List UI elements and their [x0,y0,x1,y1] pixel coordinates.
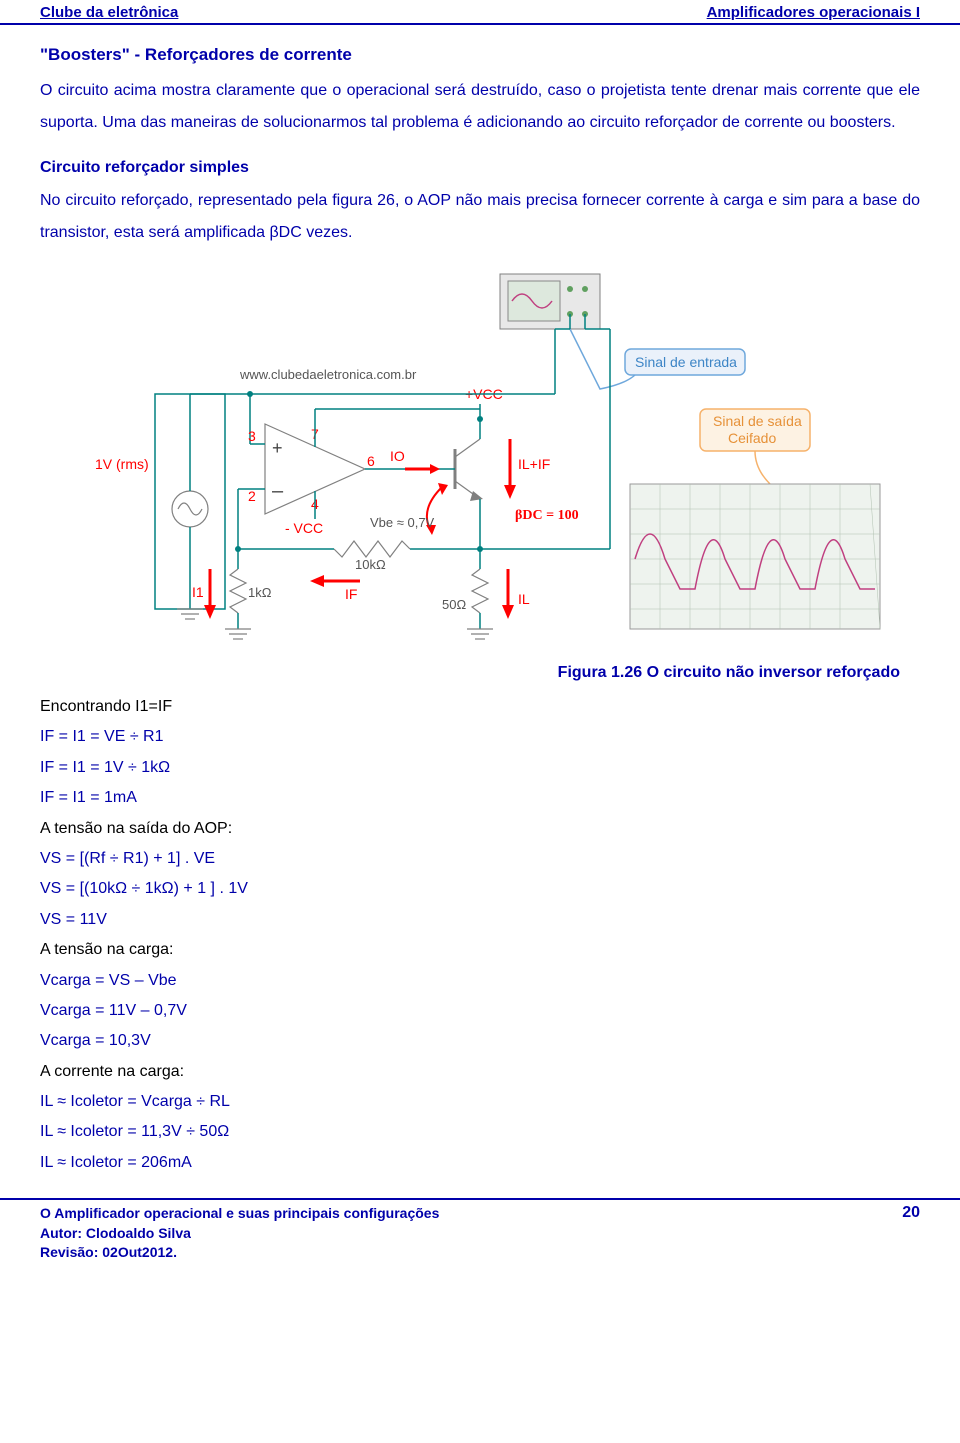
calc-l11: IL ≈ Icoletor = 11,3V ÷ 50Ω [40,1117,920,1147]
source-label: 1V (rms) [95,456,149,472]
footer-info: O Amplificador operacional e suas princi… [40,1204,439,1263]
page-content: "Boosters" - Reforçadores de corrente O … [0,25,960,1198]
opamp-minus: – [272,480,284,502]
vbe-label: Vbe ≈ 0,7V [370,515,435,530]
calc-l1: IF = I1 = VE ÷ R1 [40,722,920,752]
scope-dot-icon [582,286,588,292]
footer-l3: Revisão: 02Out2012. [40,1243,439,1263]
r10k-label: 10kΩ [355,557,386,572]
footer-l2: Autor: Clodoaldo Silva [40,1224,439,1244]
page-footer: O Amplificador operacional e suas princi… [0,1198,960,1278]
calc-l3: IF = I1 = 1mA [40,783,920,813]
paragraph-boosters: O circuito acima mostra claramente que o… [40,75,920,139]
figure-circuit: Sinal de entrada Sinal de saída Ceifado [70,269,890,654]
beta-label: βDC = 100 [515,508,579,523]
header-topic: Amplificadores operacionais I [707,4,920,21]
label-output-l1: Sinal de saída [713,413,802,429]
il-label: IL [518,591,530,607]
scope-screen-icon [508,281,560,321]
circuit-svg: Sinal de entrada Sinal de saída Ceifado [70,269,890,649]
calc-l6: VS = 11V [40,905,920,935]
calc-heading-1: Encontrando I1=IF [40,692,920,722]
scope-display [630,484,880,629]
page-number: 20 [902,1204,920,1222]
resistor-50-icon [472,569,488,613]
calc-l2: IF = I1 = 1V ÷ 1kΩ [40,753,920,783]
r1k-label: 1kΩ [248,585,272,600]
footer-l1: O Amplificador operacional e suas princi… [40,1204,439,1224]
label-input-signal: Sinal de entrada [635,354,737,370]
pin2: 2 [248,488,256,504]
resistor-1k-icon [230,569,246,613]
calc-l4: VS = [(Rf ÷ R1) + 1] . VE [40,844,920,874]
calc-l8: Vcarga = 11V – 0,7V [40,996,920,1026]
r50-label: 50Ω [442,597,466,612]
header-site: Clube da eletrônica [40,4,178,21]
arrow-output-signal [755,451,770,484]
section-title-boosters: "Boosters" - Reforçadores de corrente [40,45,920,65]
calc-heading-3: A tensão na carga: [40,935,920,965]
label-output-l2: Ceifado [728,430,776,446]
page-header: Clube da eletrônica Amplificadores opera… [0,0,960,25]
calc-heading-4: A corrente na carga: [40,1057,920,1087]
calc-heading-2: A tensão na saída do AOP: [40,814,920,844]
pin3: 3 [248,428,256,444]
io-label: IO [390,448,405,464]
paragraph-simples: No circuito reforçado, representado pela… [40,185,920,249]
pin6: 6 [367,453,375,469]
calc-l7: Vcarga = VS – Vbe [40,966,920,996]
calc-l9: Vcarga = 10,3V [40,1026,920,1056]
vcc-neg-label: - VCC [285,520,323,536]
scope-dot-icon [567,286,573,292]
resistor-10k-icon [334,541,410,557]
figure-caption: Figura 1.26 O circuito não inversor refo… [40,664,920,682]
ac-source-wave-icon [178,503,202,515]
calc-l12: IL ≈ Icoletor = 206mA [40,1148,920,1178]
subheading-simples: Circuito reforçador simples [40,159,920,177]
url-label: www.clubedaeletronica.com.br [239,367,417,382]
calc-l10: IL ≈ Icoletor = Vcarga ÷ RL [40,1087,920,1117]
opamp-plus: + [272,438,283,458]
il-if-label: IL+IF [518,456,550,472]
i1-label: I1 [192,584,204,600]
calc-l5: VS = [(10kΩ ÷ 1kΩ) + 1 ] . 1V [40,874,920,904]
if-label: IF [345,586,357,602]
